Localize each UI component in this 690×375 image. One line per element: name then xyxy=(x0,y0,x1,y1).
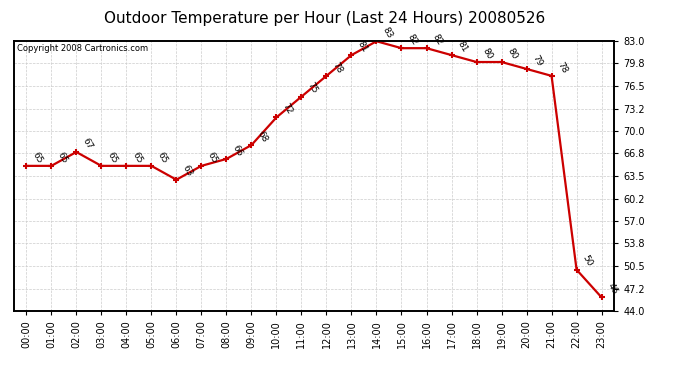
Text: 65: 65 xyxy=(106,150,119,165)
Text: 75: 75 xyxy=(306,81,319,95)
Text: 81: 81 xyxy=(455,39,469,54)
Text: 65: 65 xyxy=(130,150,144,165)
Text: 65: 65 xyxy=(155,150,169,165)
Text: 50: 50 xyxy=(581,254,594,268)
Text: 66: 66 xyxy=(230,143,244,158)
Text: 80: 80 xyxy=(506,46,520,61)
Text: 65: 65 xyxy=(206,150,219,165)
Text: Copyright 2008 Cartronics.com: Copyright 2008 Cartronics.com xyxy=(17,44,148,53)
Text: 65: 65 xyxy=(55,150,69,165)
Text: 78: 78 xyxy=(331,60,344,75)
Text: 63: 63 xyxy=(181,164,194,178)
Text: 67: 67 xyxy=(81,136,94,151)
Text: 80: 80 xyxy=(481,46,494,61)
Text: 79: 79 xyxy=(531,53,544,68)
Text: 65: 65 xyxy=(30,150,44,165)
Text: 46: 46 xyxy=(606,282,619,296)
Text: 82: 82 xyxy=(431,32,444,47)
Text: 83: 83 xyxy=(381,26,394,40)
Text: 72: 72 xyxy=(281,102,294,116)
Text: 68: 68 xyxy=(255,129,269,144)
Text: 78: 78 xyxy=(555,60,569,75)
Text: Outdoor Temperature per Hour (Last 24 Hours) 20080526: Outdoor Temperature per Hour (Last 24 Ho… xyxy=(104,11,545,26)
Text: 82: 82 xyxy=(406,32,419,47)
Text: 81: 81 xyxy=(355,39,369,54)
